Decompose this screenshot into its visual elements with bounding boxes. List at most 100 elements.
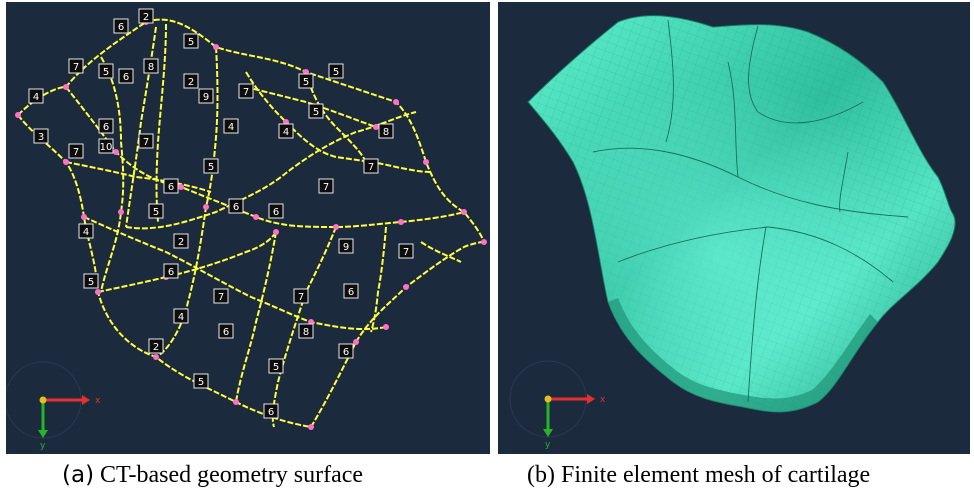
boundary-curve (310, 241, 485, 428)
curve-node (333, 224, 339, 230)
caption-a-text: CT-based geometry surface (94, 462, 364, 488)
curve-label: 7 (73, 62, 79, 73)
curve-label: 6 (123, 72, 129, 83)
x-axis-label: x (95, 396, 101, 406)
surface-highlight (528, 15, 956, 412)
curve-label: 9 (203, 92, 209, 103)
curve-node (383, 324, 389, 330)
curve-label: 10 (100, 142, 113, 153)
curve-label-box (173, 233, 189, 249)
boundary-curve (83, 216, 387, 331)
curve-node (153, 354, 159, 360)
curve-label-box (228, 198, 244, 214)
curve-node (213, 44, 219, 50)
boundary-curve (245, 71, 432, 173)
curve-label-box (218, 323, 234, 339)
boundary-curve (125, 111, 417, 230)
curve-label: 7 (323, 182, 329, 193)
curve-node (178, 184, 184, 190)
curve-label-box (378, 123, 394, 139)
curve-label-box (308, 103, 324, 119)
caption-a-label: (a) (62, 462, 95, 488)
curve-label-box (298, 73, 314, 89)
curve-label-box (183, 73, 199, 89)
curve-label: 2 (143, 12, 149, 23)
curve-label-box (33, 128, 49, 144)
curve-label: 6 (348, 287, 354, 298)
curve-label-box (328, 63, 344, 79)
curve-node (481, 239, 487, 245)
curve-node (63, 159, 69, 165)
curve-label: 2 (188, 77, 194, 88)
curve-label: 8 (303, 327, 309, 338)
curve-label-box (98, 63, 114, 79)
curve-label-box (78, 223, 94, 239)
curve-label-box (263, 403, 279, 419)
curve-node (461, 209, 467, 215)
curve-node (203, 204, 209, 210)
curve-label: 8 (148, 62, 154, 73)
curve-label-box (148, 338, 164, 354)
curve-label-box (68, 143, 84, 159)
curve-label: 6 (223, 327, 229, 338)
curve-node (423, 159, 429, 165)
y-axis-label: y (40, 441, 46, 451)
curve-label-box (98, 118, 114, 134)
curve-label-box (363, 158, 379, 174)
curve-node (253, 214, 259, 220)
curve-node (63, 84, 69, 90)
curve-label: 5 (273, 362, 279, 373)
curve-label: 8 (383, 127, 389, 138)
curve-label-box (223, 118, 239, 134)
curve-node (15, 112, 21, 118)
curve-label: 5 (313, 107, 319, 118)
curve-label: 5 (103, 67, 109, 78)
curve-label: 6 (233, 202, 239, 213)
curve-label-box (293, 288, 309, 304)
curve-label: 7 (73, 147, 79, 158)
curve-label-box (143, 58, 159, 74)
curve-label: 3 (38, 132, 44, 143)
curve-label-box (268, 203, 284, 219)
curve-node (81, 214, 87, 220)
curve-node (393, 99, 399, 105)
fe-mesh-canvas: x y (509, 15, 956, 450)
curve-label-box (213, 288, 229, 304)
curve-label: 5 (88, 277, 94, 288)
caption-b: (b) Finite element mesh of cartilage (527, 462, 871, 488)
curve-label: 7 (143, 137, 149, 148)
curve-label: 6 (103, 122, 109, 133)
curve-label: 4 (83, 227, 89, 238)
curve-label: 2 (153, 342, 159, 353)
boundary-curve (370, 226, 387, 333)
curve-label-box (113, 18, 129, 34)
curve-node (118, 209, 124, 215)
boundary-curve (305, 71, 367, 163)
y-axis-arrowhead (543, 429, 553, 437)
triad-origin (544, 395, 552, 403)
curve-label-box (138, 8, 154, 24)
fe-mesh-panel: x y (498, 2, 970, 454)
curve-label: 6 (268, 407, 274, 418)
ct-geometry-panel: 6 2 5 7 8 5 6 4 2 5 5 7 9 3 4 6 8 4 5 7 10 7 5 6 7 7 6 5 4 6 2 9 7 6 5 7 7 6 4… (6, 2, 490, 454)
boundary-curve (65, 161, 212, 193)
curve-label-box (163, 263, 179, 279)
y-axis-label: y (545, 440, 551, 450)
curve-label: 7 (218, 292, 224, 303)
curve-label: 5 (153, 207, 159, 218)
curve-label-box (83, 273, 99, 289)
curve-label: 6 (168, 267, 174, 278)
curve-label-box (343, 283, 359, 299)
curve-label: 4 (33, 92, 39, 103)
curve-label: 5 (333, 67, 339, 78)
curve-label: 5 (188, 37, 194, 48)
curve-label-box (98, 138, 114, 154)
curve-label: 5 (208, 162, 214, 173)
curve-node (398, 219, 404, 225)
curve-label-box (338, 238, 354, 254)
curve-label: 6 (343, 347, 349, 358)
patch-boundaries (592, 19, 909, 403)
curve-label-box (193, 373, 209, 389)
boundary-curve (125, 26, 157, 228)
curve-label: 4 (283, 127, 289, 138)
